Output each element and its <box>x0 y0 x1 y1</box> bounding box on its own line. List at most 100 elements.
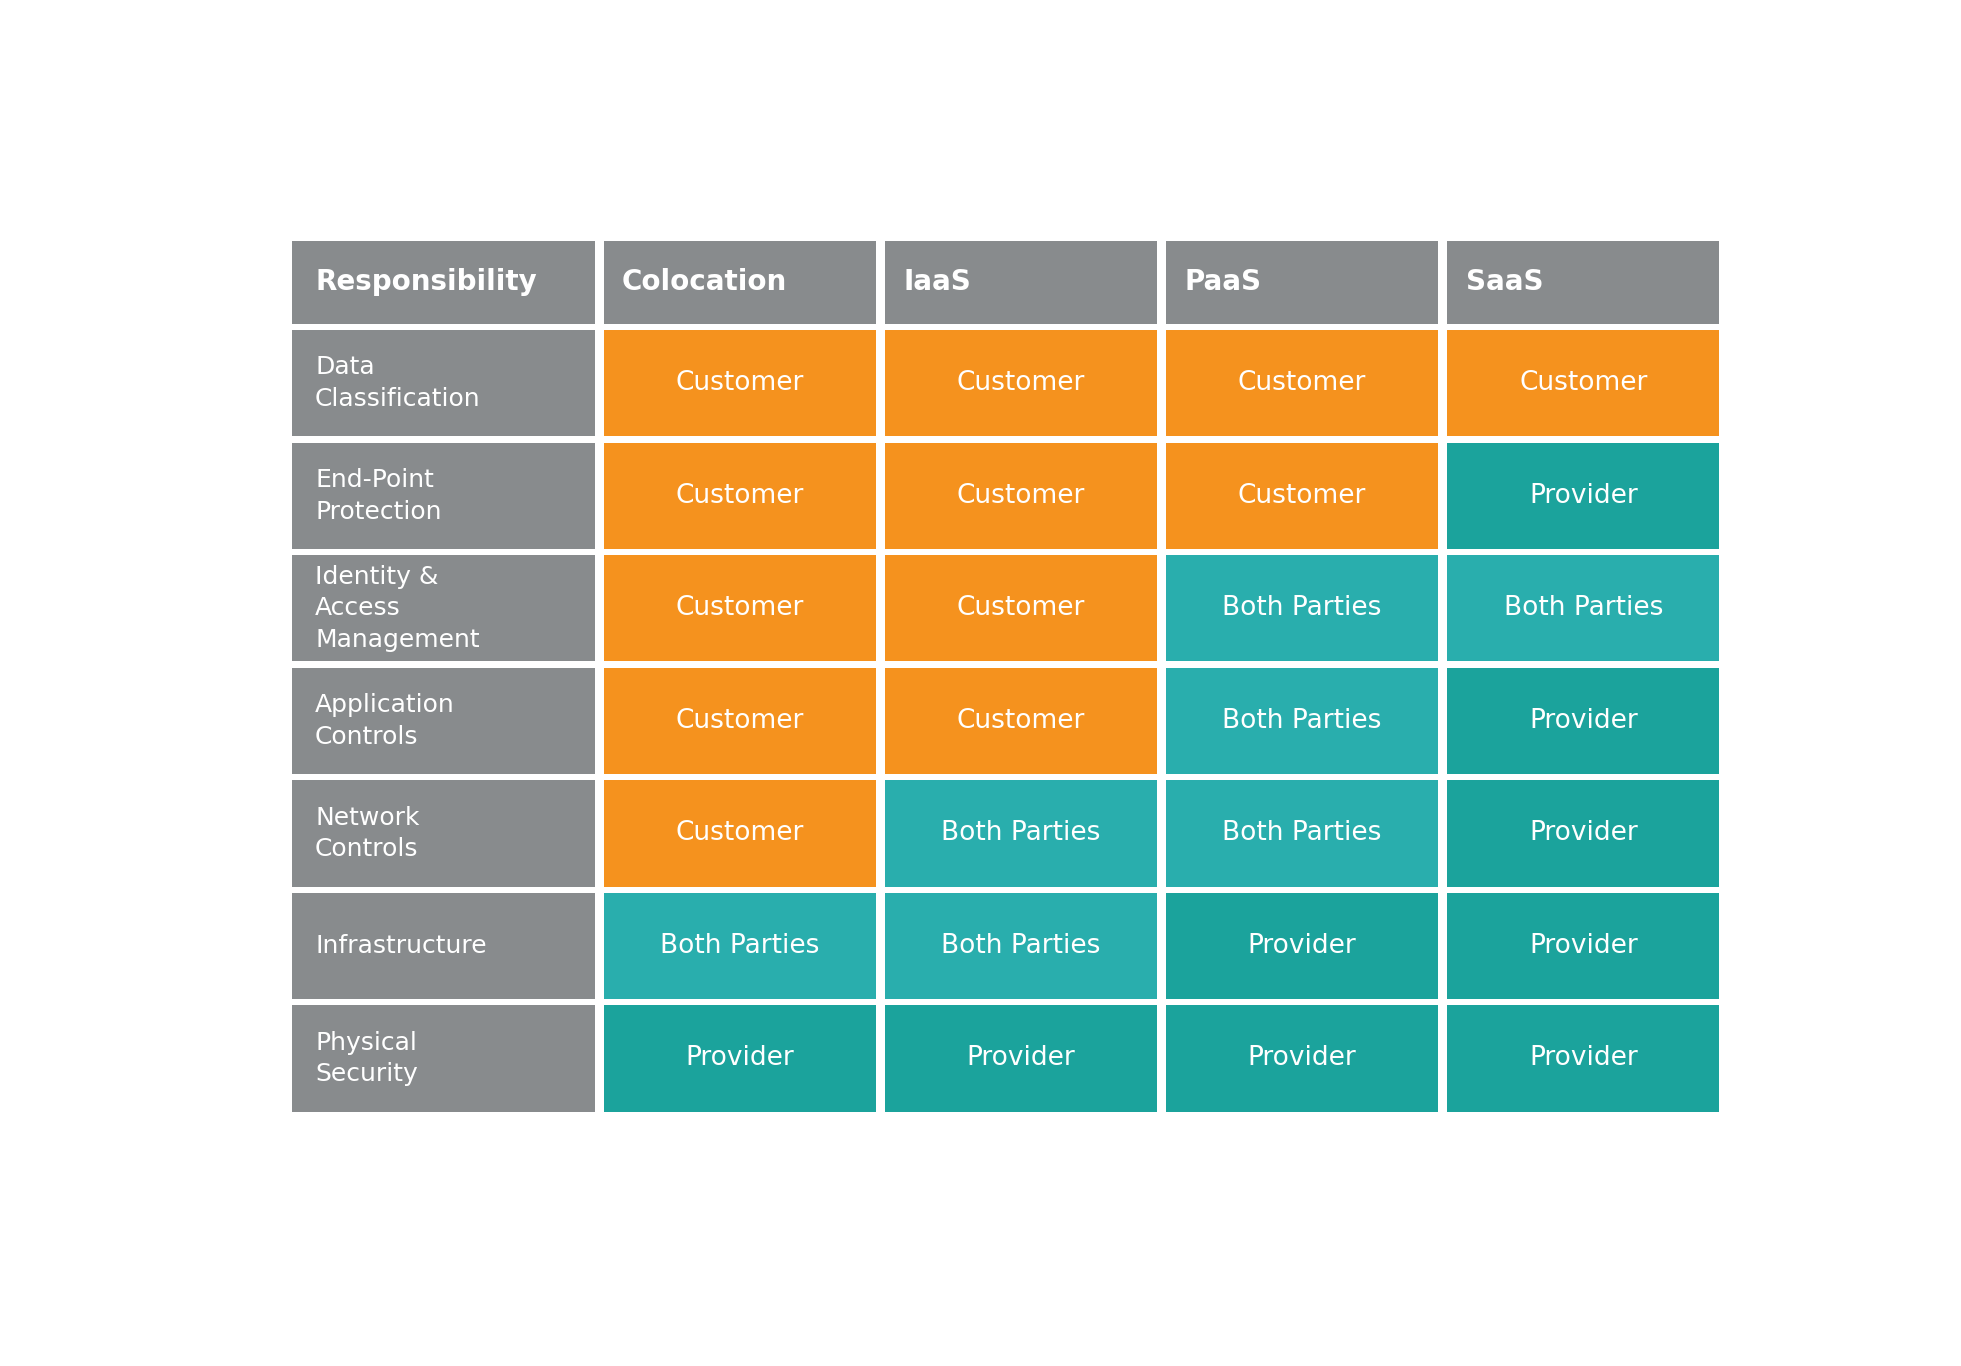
Bar <box>1161 1003 1443 1115</box>
Bar <box>600 440 880 552</box>
Text: Provider: Provider <box>1247 933 1357 959</box>
Bar <box>880 1003 1161 1115</box>
Bar <box>1167 668 1437 775</box>
Text: SaaS: SaaS <box>1465 268 1543 296</box>
Text: Network
Controls: Network Controls <box>316 806 420 861</box>
Text: IaaS: IaaS <box>904 268 971 296</box>
Bar <box>1161 552 1443 665</box>
Bar <box>288 440 600 552</box>
Text: Provider: Provider <box>1530 482 1637 508</box>
Bar <box>600 238 880 326</box>
Text: Provider: Provider <box>686 1045 794 1071</box>
Bar <box>1443 665 1724 777</box>
Text: Provider: Provider <box>1247 1045 1357 1071</box>
Bar <box>1161 238 1443 326</box>
Text: Customer: Customer <box>677 821 804 847</box>
Text: Both Parties: Both Parties <box>1504 596 1663 622</box>
Text: End-Point
Protection: End-Point Protection <box>316 469 441 523</box>
Bar <box>292 240 594 324</box>
Bar <box>604 331 877 436</box>
Bar <box>288 326 600 440</box>
Bar <box>1161 440 1443 552</box>
Text: Customer: Customer <box>677 370 804 396</box>
Bar <box>288 238 600 326</box>
Bar <box>1161 326 1443 440</box>
Bar <box>1447 240 1720 324</box>
Text: Provider: Provider <box>1530 933 1637 959</box>
Text: Both Parties: Both Parties <box>1222 596 1383 622</box>
Text: Customer: Customer <box>1237 482 1367 508</box>
Bar <box>1447 1005 1720 1112</box>
Bar <box>884 780 1157 887</box>
Bar <box>1167 893 1437 999</box>
Bar <box>288 552 600 665</box>
Bar <box>1167 780 1437 887</box>
Text: Customer: Customer <box>677 708 804 734</box>
Bar <box>880 552 1161 665</box>
Text: Both Parties: Both Parties <box>1222 821 1383 847</box>
Text: Both Parties: Both Parties <box>661 933 820 959</box>
Bar <box>1161 777 1443 889</box>
Text: Infrastructure: Infrastructure <box>316 934 486 958</box>
Bar <box>1443 889 1724 1003</box>
Text: Customer: Customer <box>957 708 1084 734</box>
Bar <box>292 331 594 436</box>
Bar <box>1443 238 1724 326</box>
Bar <box>1167 443 1437 549</box>
Bar <box>604 668 877 775</box>
Text: Both Parties: Both Parties <box>1222 708 1383 734</box>
Text: Customer: Customer <box>957 596 1084 622</box>
Bar <box>1167 1005 1437 1112</box>
Bar <box>600 665 880 777</box>
Text: Customer: Customer <box>677 596 804 622</box>
Text: Customer: Customer <box>957 370 1084 396</box>
Bar <box>604 555 877 661</box>
Bar <box>600 889 880 1003</box>
Bar <box>1443 1003 1724 1115</box>
Text: Both Parties: Both Parties <box>941 821 1100 847</box>
Bar <box>884 443 1157 549</box>
Text: Customer: Customer <box>677 482 804 508</box>
Text: Provider: Provider <box>967 1045 1075 1071</box>
Bar <box>884 331 1157 436</box>
Bar <box>604 780 877 887</box>
Bar <box>1447 780 1720 887</box>
Bar <box>600 1003 880 1115</box>
Bar <box>292 443 594 549</box>
Bar <box>288 777 600 889</box>
Text: Physical
Security: Physical Security <box>316 1031 418 1086</box>
Text: Identity &
Access
Management: Identity & Access Management <box>316 564 480 652</box>
Bar <box>880 326 1161 440</box>
Bar <box>880 238 1161 326</box>
Bar <box>1447 331 1720 436</box>
Bar <box>880 889 1161 1003</box>
Bar <box>1167 240 1437 324</box>
Bar <box>1161 889 1443 1003</box>
Bar <box>1161 665 1443 777</box>
Bar <box>604 1005 877 1112</box>
Bar <box>1167 331 1437 436</box>
Bar <box>600 326 880 440</box>
Text: Provider: Provider <box>1530 708 1637 734</box>
Bar <box>604 443 877 549</box>
Text: Application
Controls: Application Controls <box>316 693 455 749</box>
Bar <box>604 893 877 999</box>
Bar <box>292 1005 594 1112</box>
Text: Customer: Customer <box>957 482 1084 508</box>
Bar <box>1443 777 1724 889</box>
Bar <box>292 668 594 775</box>
Text: Provider: Provider <box>1530 821 1637 847</box>
Bar <box>600 777 880 889</box>
Bar <box>884 893 1157 999</box>
Text: Both Parties: Both Parties <box>941 933 1100 959</box>
Bar <box>292 780 594 887</box>
Bar <box>880 440 1161 552</box>
Bar <box>1443 326 1724 440</box>
Bar <box>1443 552 1724 665</box>
Bar <box>884 240 1157 324</box>
Bar <box>292 555 594 661</box>
Bar <box>1447 668 1720 775</box>
Bar <box>1447 893 1720 999</box>
Bar <box>292 893 594 999</box>
Bar <box>288 889 600 1003</box>
